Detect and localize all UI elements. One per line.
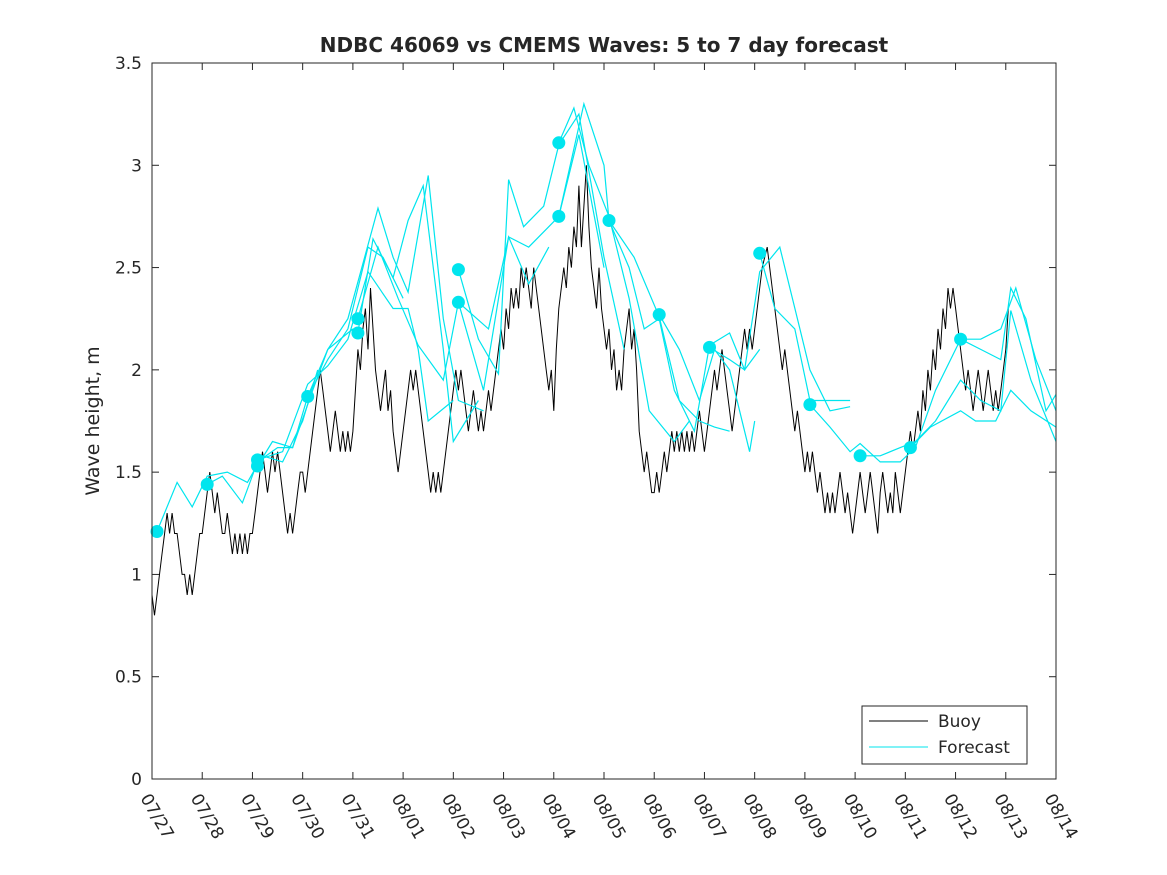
- forecast-start-marker: [451, 295, 465, 309]
- forecast-line: [759, 253, 851, 402]
- forecast-line: [357, 183, 479, 444]
- y-tick-label: 3: [131, 156, 142, 176]
- chart-title: NDBC 46069 vs CMEMS Waves: 5 to 7 day fo…: [320, 33, 889, 57]
- forecast-start-marker: [903, 441, 917, 455]
- forecast-line: [608, 220, 761, 434]
- forecast-start-marker: [351, 312, 365, 326]
- forecast-line: [156, 369, 319, 532]
- forecast-line: [307, 175, 484, 412]
- buoy-series: [151, 165, 1009, 616]
- forecast-series: [150, 101, 1057, 538]
- forecast-start-marker: [853, 449, 867, 463]
- forecast-line: [709, 245, 851, 412]
- forecast-line: [809, 286, 1057, 463]
- y-tick-label: 1: [131, 565, 142, 585]
- forecast-line: [558, 106, 690, 443]
- forecast-start-marker: [703, 340, 716, 354]
- forecast-line: [256, 246, 404, 467]
- legend-label-forecast: Forecast: [938, 738, 1010, 758]
- y-tick-label: 0.5: [115, 668, 142, 688]
- y-tick-label: 3.5: [115, 54, 142, 74]
- y-tick-label: 2: [131, 361, 142, 381]
- forecast-start-marker: [251, 453, 264, 467]
- forecast-start-marker: [954, 332, 968, 346]
- forecast-start-marker: [552, 136, 566, 150]
- forecast-start-marker: [803, 398, 817, 412]
- forecast-line: [960, 285, 1057, 413]
- y-axis-label: Wave height, m: [82, 346, 104, 495]
- forecast-start-marker: [451, 263, 465, 277]
- forecast-start-marker: [602, 214, 616, 227]
- legend-label-buoy: Buoy: [938, 712, 981, 732]
- legend-box: [861, 705, 1028, 765]
- forecast-start-marker: [200, 477, 214, 491]
- axes-box: [151, 62, 1057, 780]
- y-tick-label: 2.5: [115, 259, 142, 279]
- forecast-start-marker: [753, 246, 767, 260]
- forecast-line: [558, 101, 730, 432]
- y-tick-label: 0: [131, 770, 142, 790]
- forecast-start-marker: [552, 209, 566, 223]
- y-axis: 0 0.5 1 1.5 2 2.5 3 3.5: [115, 54, 1056, 790]
- forecast-line: [457, 134, 605, 391]
- buoy-line: [151, 165, 1009, 616]
- legend: Buoy Forecast: [861, 705, 1028, 765]
- forecast-line: [206, 328, 354, 505]
- forecast-line: [860, 310, 1057, 457]
- forecast-start-marker: [351, 326, 365, 340]
- forecast-line: [357, 234, 550, 382]
- forecast-start-marker: [652, 308, 666, 322]
- y-tick-label: 1.5: [115, 463, 142, 483]
- forecast-start-marker: [301, 390, 315, 403]
- forecast-line: [909, 389, 1057, 449]
- forecast-start-marker: [150, 525, 164, 538]
